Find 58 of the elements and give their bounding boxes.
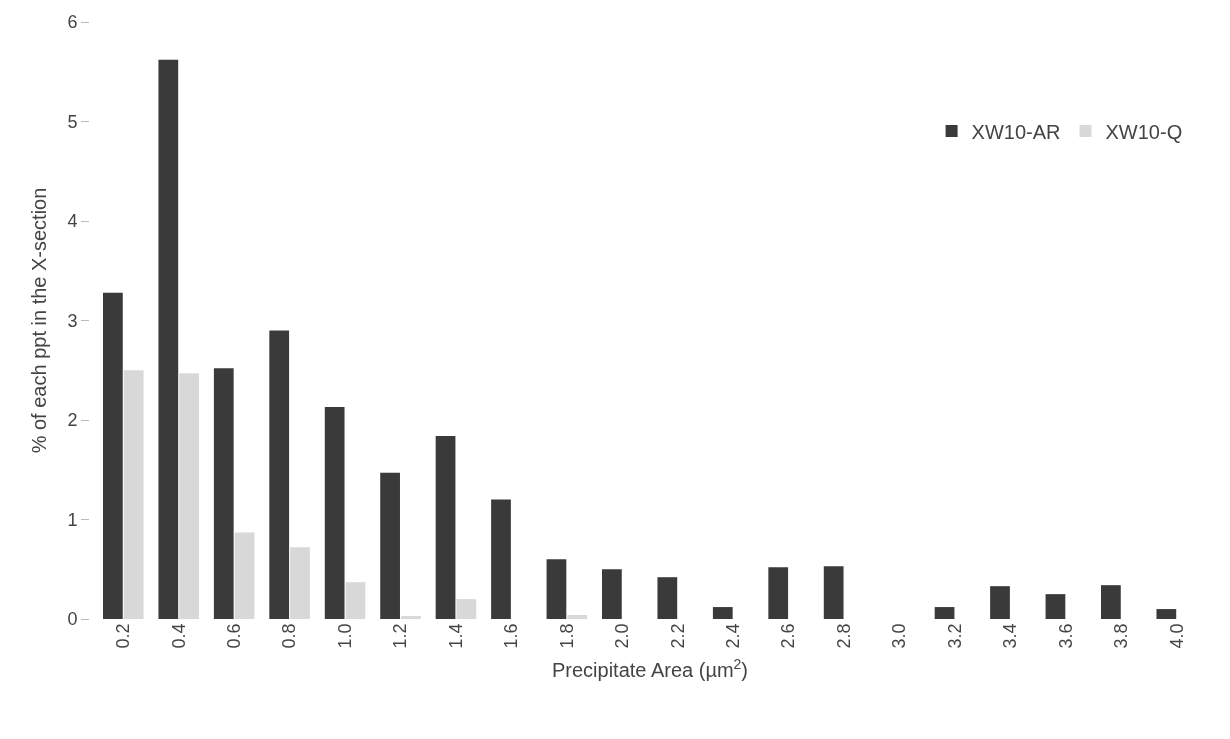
x-tick-label: 3.2: [944, 623, 965, 649]
bar: [567, 615, 588, 619]
bar: [456, 599, 477, 619]
bar: [1045, 594, 1066, 619]
bar: [380, 472, 400, 619]
x-tick-label: 3.0: [889, 623, 910, 649]
bar: [768, 567, 789, 619]
bar: [712, 607, 733, 619]
bar: [401, 616, 421, 619]
bar: [602, 569, 622, 619]
y-tick-label: 5: [67, 111, 78, 132]
x-tick-label: 1.6: [501, 623, 522, 649]
bar: [546, 559, 567, 619]
legend-label: XW10-Q: [1105, 120, 1183, 143]
x-tick-label: 0.4: [168, 623, 189, 649]
bar: [103, 292, 123, 619]
x-axis-title: Precipitate Area (µm$^{2}$): [551, 655, 749, 682]
bar: [324, 407, 345, 619]
y-tick-label: 3: [67, 310, 78, 331]
y-tick-label: 2: [67, 410, 78, 431]
y-tick-label: 0: [67, 609, 78, 630]
bar: [1101, 585, 1121, 619]
x-tick-label: 3.4: [1000, 623, 1021, 649]
y-tick-label: 1: [67, 509, 78, 530]
bar: [158, 59, 179, 619]
x-tick-label: 0.8: [279, 623, 300, 649]
x-tick-label: 1.4: [445, 623, 466, 649]
y-tick-label: 4: [67, 211, 78, 232]
x-tick-label: 0.6: [224, 623, 245, 649]
x-tick-label: 2.4: [723, 623, 744, 649]
bar: [290, 547, 310, 619]
x-tick-label: 2.2: [667, 623, 688, 649]
x-tick-label: 1.2: [390, 623, 411, 649]
legend-label: XW10-AR: [971, 120, 1061, 143]
x-tick-label: 1.0: [334, 623, 355, 649]
bar: [934, 607, 955, 619]
bar: [435, 435, 456, 619]
bar: [1156, 609, 1177, 619]
bar: [823, 566, 844, 619]
x-tick-label: 4.0: [1166, 623, 1187, 649]
y-tick-label: 6: [67, 12, 78, 33]
bar: [234, 532, 255, 619]
bar: [179, 373, 199, 619]
bar: [491, 499, 511, 619]
bar: [345, 582, 366, 619]
x-tick-label: 0.2: [113, 623, 134, 649]
x-tick-label: 2.8: [833, 623, 854, 649]
bar: [990, 586, 1010, 619]
y-axis-title: % of each ppt in the X-section: [27, 187, 50, 454]
x-tick-label: 3.6: [1055, 623, 1076, 649]
bar: [123, 370, 144, 619]
bar: [213, 368, 234, 619]
x-tick-label: 2.0: [612, 623, 633, 649]
x-tick-label: 1.8: [556, 623, 577, 649]
bar: [269, 330, 290, 619]
bar: [657, 577, 678, 619]
x-tick-label: 3.8: [1111, 623, 1132, 649]
x-tick-label: 2.6: [778, 623, 799, 649]
